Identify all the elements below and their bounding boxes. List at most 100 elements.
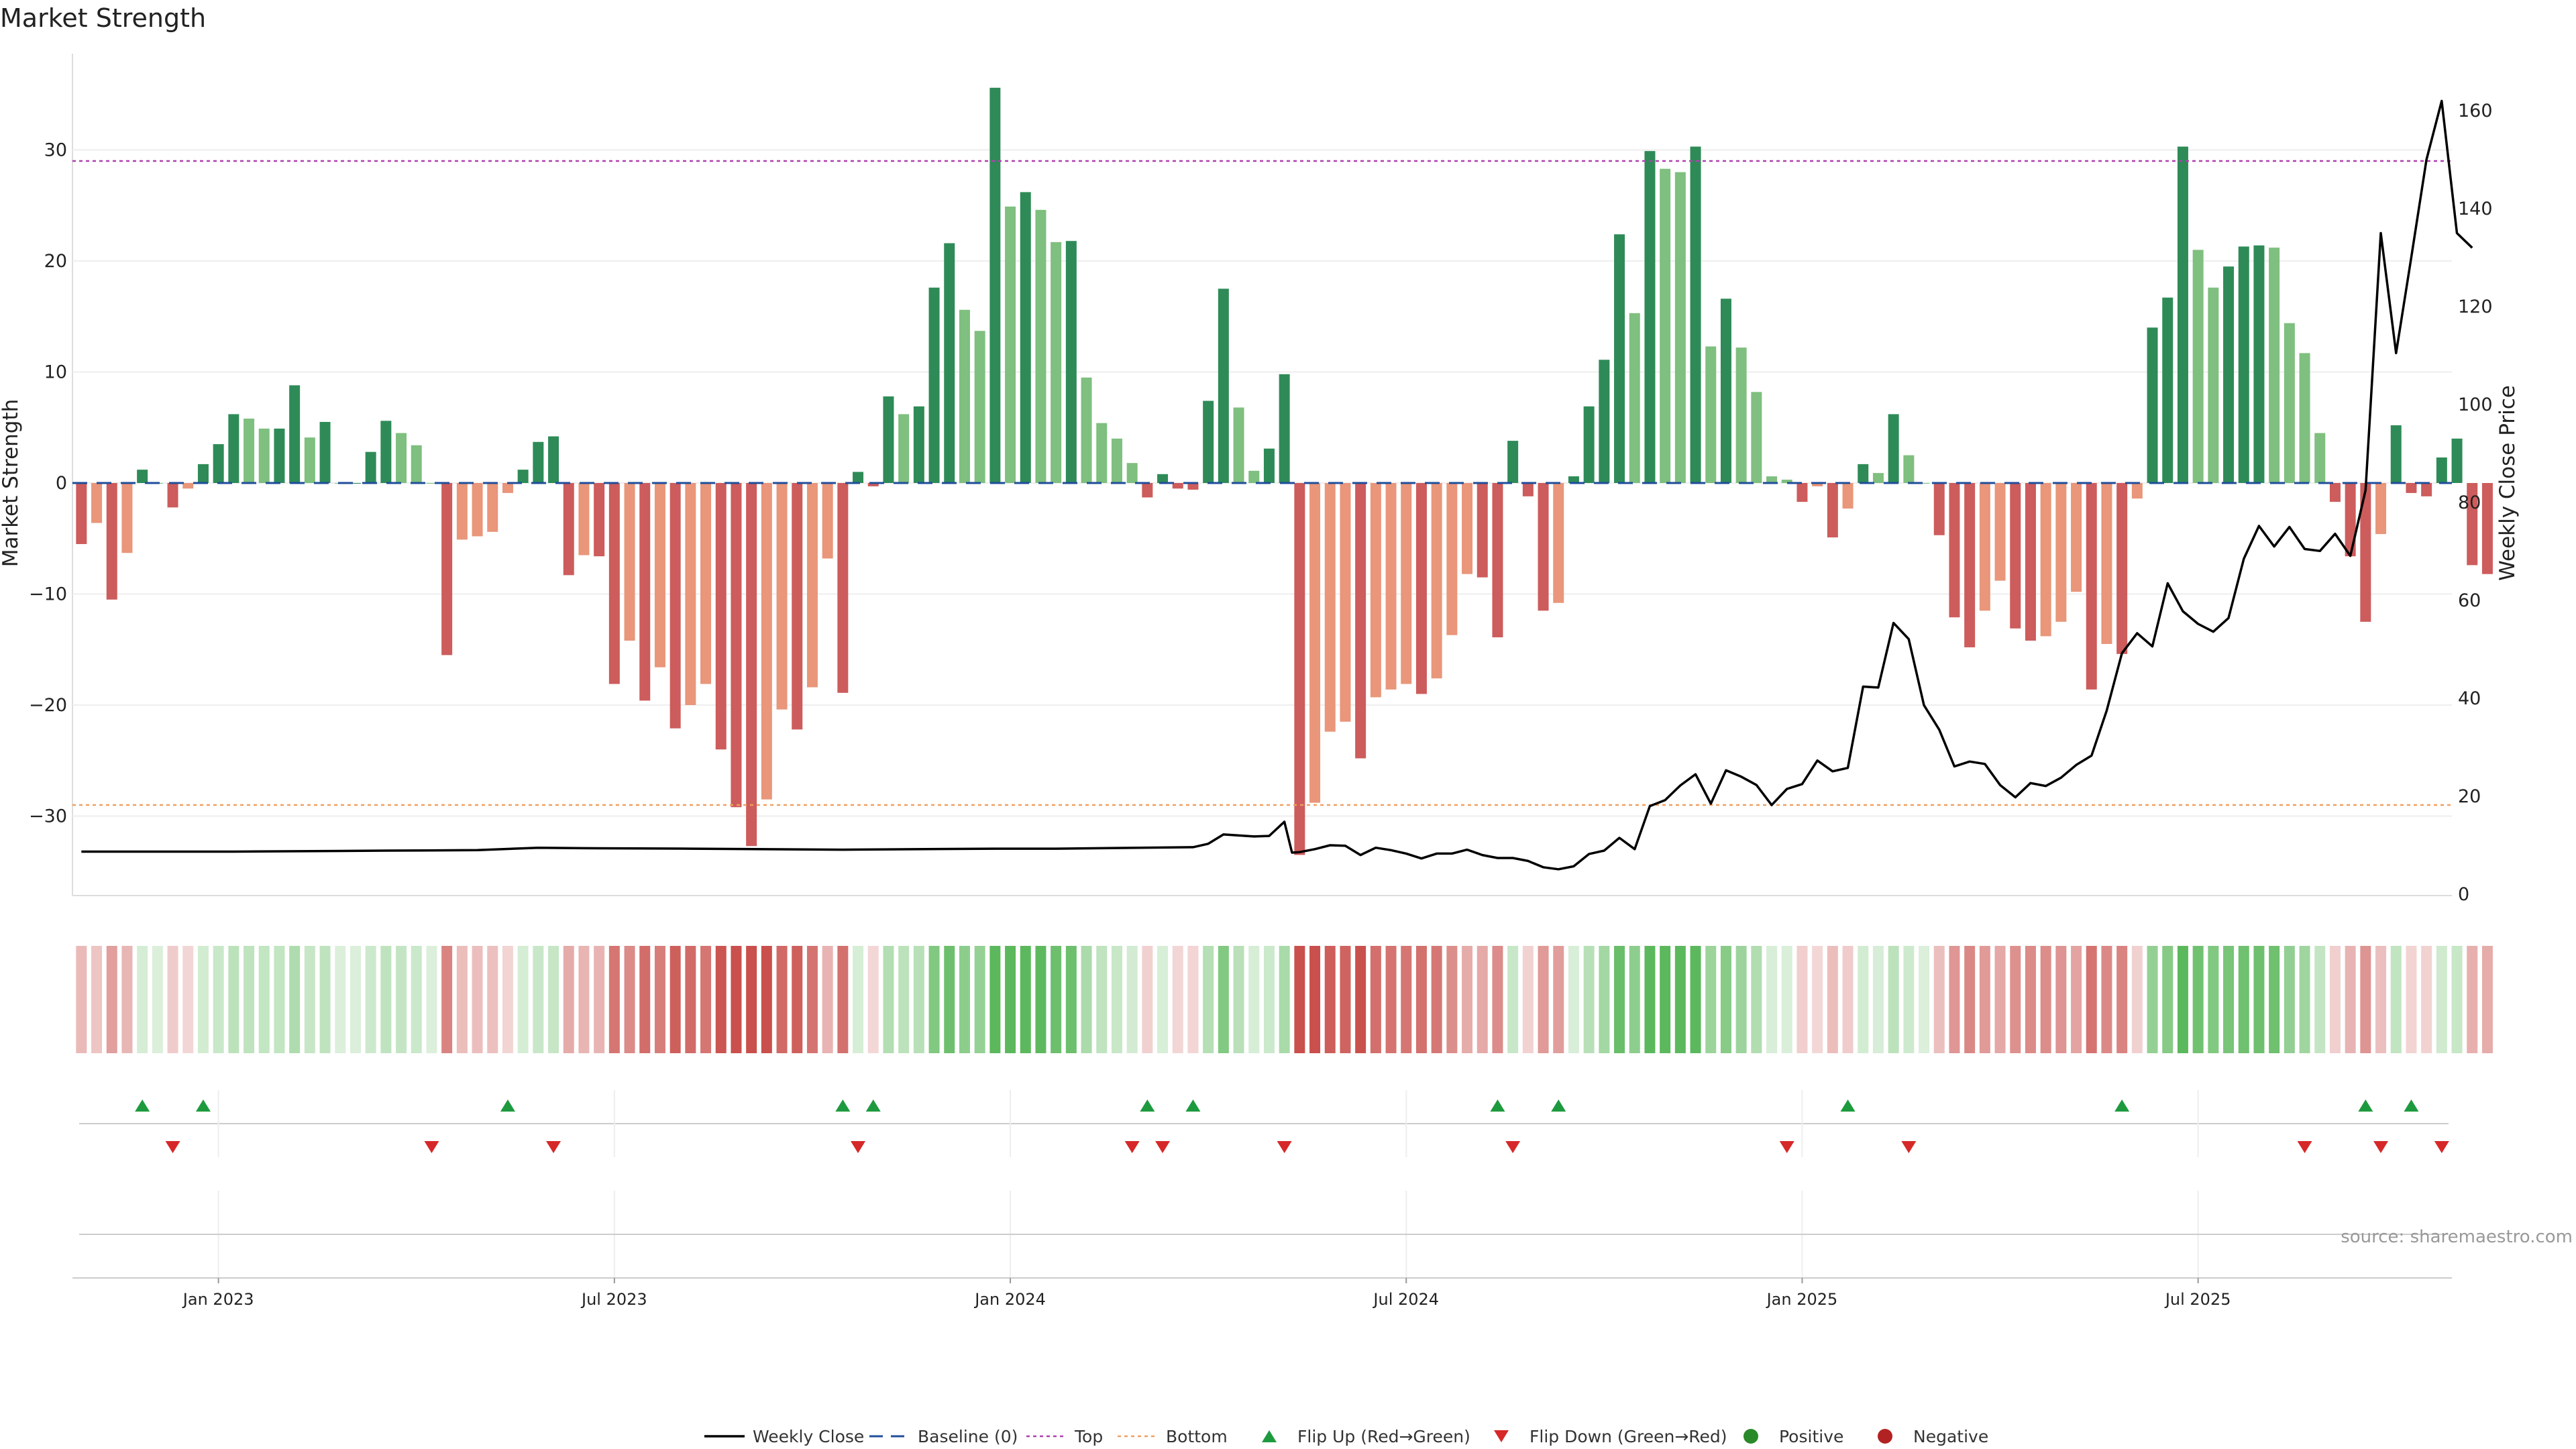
heat-strip-cell [1248,946,1260,1053]
heat-strip-cell [365,946,376,1053]
x-tick-label: Jul 2024 [1372,1290,1439,1309]
strength-bar [1538,483,1549,611]
strength-bar [1279,374,1290,483]
legend-label: Baseline (0) [918,1427,1018,1446]
strength-bar [1553,483,1564,603]
heat-strip-cell [1644,946,1656,1053]
strength-bar [319,421,331,483]
y2-tick-label: 60 [2458,590,2481,611]
strength-bar [883,396,894,483]
reference-lines [72,160,2452,806]
heat-strip-cell [867,946,879,1053]
heat-strip-cell [2223,946,2235,1053]
left-y-ticks: 30 20 10 0 −10 −20 −30 [29,140,67,827]
strength-bar [1492,483,1503,638]
flip-down-marker [1277,1141,1292,1153]
heat-strip-cell [1538,946,1549,1053]
strength-bar [761,483,772,800]
heat-strip-cell [669,946,681,1053]
flip-down-marker [165,1141,180,1153]
strength-bar [944,243,955,483]
strength-bar [1035,209,1046,483]
heat-strip-cell [152,946,163,1053]
heat-strip-cell [746,946,757,1053]
heat-strip-cell [319,946,331,1053]
legend-label: Weekly Close [753,1427,864,1446]
strength-bar [959,309,970,483]
strength-bar [1233,407,1244,483]
heat-strip-cell [396,946,407,1053]
heat-strip-cell [1949,946,1960,1053]
heat-strip-cell [1370,946,1381,1053]
strength-bar [304,437,315,483]
heat-strip-cell [959,946,970,1053]
legend-label: Top [1074,1427,1103,1446]
heat-strip-cell [822,946,833,1053]
heat-strip-cell [1933,946,1945,1053]
strength-bar [1812,483,1823,486]
heat-strip-cell [1614,946,1625,1053]
strength-bar [1507,441,1519,483]
y2-tick-label: 40 [2458,688,2481,709]
strength-bar [1919,483,1930,484]
strength-bar [1827,483,1838,538]
strength-bar [1111,438,1122,483]
heat-strip-cell [2238,946,2249,1053]
heat-strip-cell [121,946,133,1053]
strength-bar [1370,483,1381,698]
strength-bar [1172,483,1183,489]
flip-markers [135,1099,2449,1153]
heat-strip-cell [2390,946,2402,1053]
strength-bar [2177,146,2188,483]
flip-down-marker [2297,1141,2312,1153]
strength-bar [487,483,498,532]
strength-bar [624,483,635,641]
heat-strip-cell [776,946,788,1053]
strength-bar [1126,463,1138,483]
strength-bar [1903,455,1915,483]
heat-strip-cell [731,946,742,1053]
strength-bar [989,87,1001,483]
strength-bar [213,444,224,483]
strength-bar [1781,480,1792,483]
heat-strip-cell [1446,946,1458,1053]
strength-bar [1614,234,1625,483]
flip-down-marker [851,1141,866,1153]
x-tick-label: Jan 2023 [182,1290,254,1309]
heat-strip-cell [182,946,194,1053]
strength-bar [365,451,376,483]
strength-bar [380,421,392,483]
heat-strip-cell [639,946,651,1053]
y2-tick-label: 140 [2458,199,2493,219]
flip-down-marker [1779,1141,1794,1153]
strength-bar [1218,288,1229,483]
heat-strip-cell [1431,946,1442,1053]
strength-bar [244,419,255,483]
heat-strip-cell [1126,946,1138,1053]
heat-strip-cell [2162,946,2174,1053]
heat-strip-cell [533,946,544,1053]
strength-bar [639,483,651,701]
strength-bar [2192,250,2204,483]
chart-title: Market Strength [0,3,206,33]
strength-bar [806,483,818,688]
y2-tick-label: 0 [2458,884,2469,905]
strength-bar [182,483,194,489]
heat-strip-cell [2345,946,2356,1053]
strength-bar [2345,483,2356,557]
heat-strip-cell [2192,946,2204,1053]
strength-bar [548,436,559,483]
strength-bar [1065,241,1077,483]
heat-strip-cell [1279,946,1290,1053]
strength-bar [228,414,239,483]
strength-bar [2238,246,2249,483]
heat-strip-cell [2086,946,2097,1053]
source-note: source: sharemaestro.com [2341,1227,2573,1247]
flip-up-marker [835,1099,851,1112]
heat-strip-cell [258,946,270,1053]
strength-bar [2375,483,2387,535]
strength-bar [928,287,940,483]
strength-bar [2390,425,2402,483]
strength-bar [1933,483,1945,535]
strength-bar [853,472,864,483]
